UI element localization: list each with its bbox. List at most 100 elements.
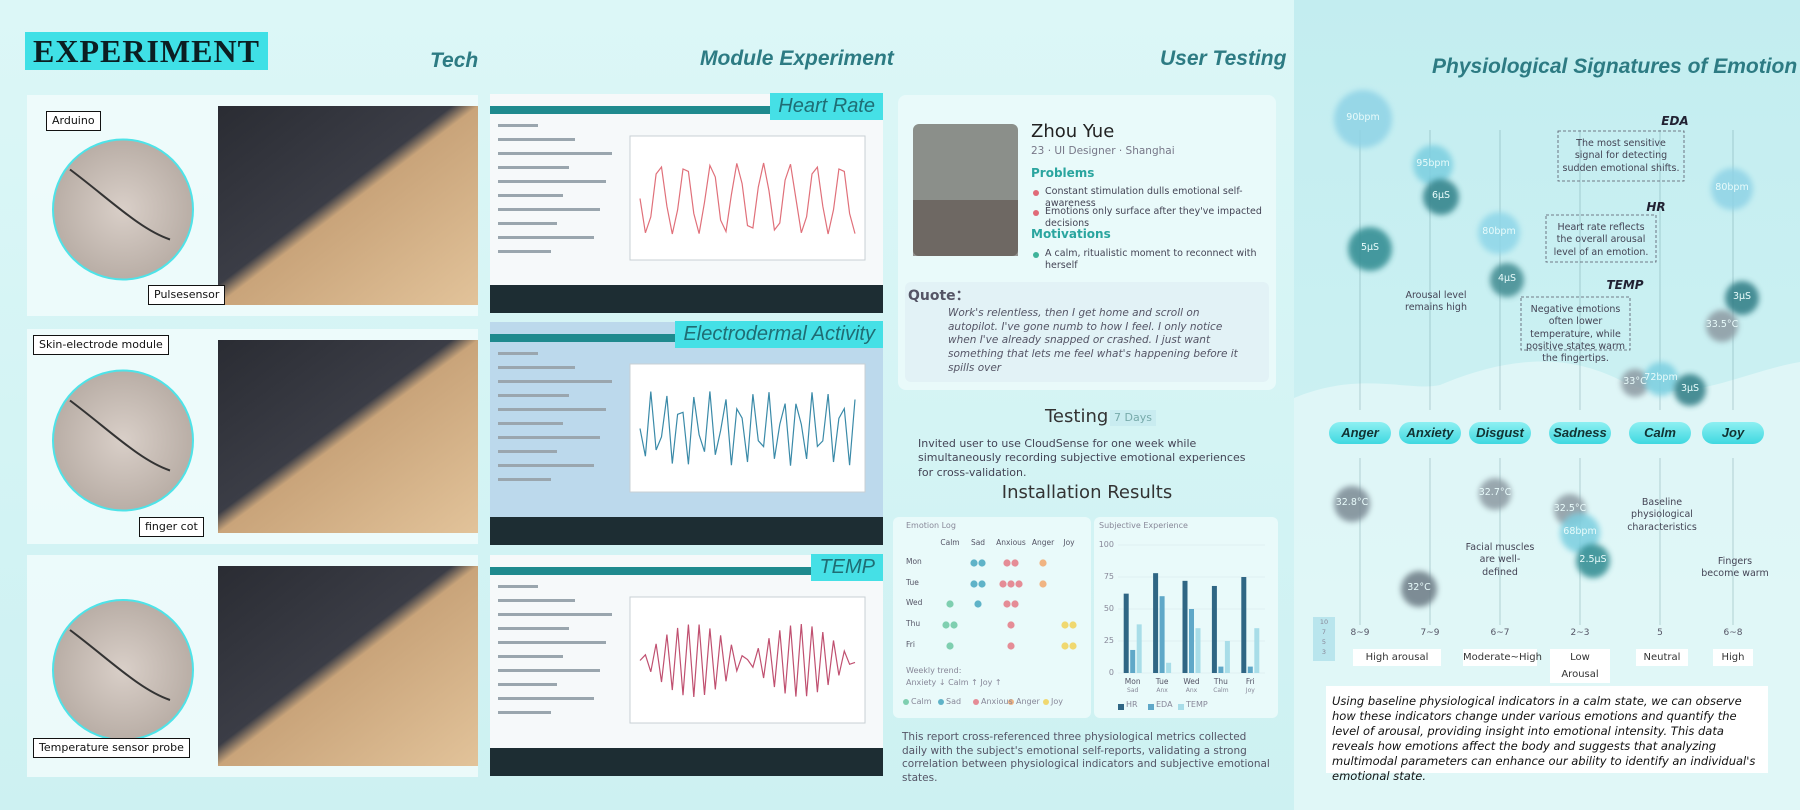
bubble-label: 3μS (1680, 383, 1700, 394)
chart-title: Subjective Experience (1099, 521, 1188, 530)
quote-title: Quote： (908, 288, 970, 304)
bar (1195, 628, 1201, 673)
code-line (498, 250, 551, 253)
bubble (1348, 227, 1392, 271)
log-column: Anxious (996, 538, 1026, 547)
screen-trace (639, 624, 856, 697)
log-dot (1011, 559, 1019, 567)
x-tick-label: Thu (1213, 677, 1228, 686)
log-row: Fri (906, 640, 915, 649)
bar (1130, 649, 1136, 673)
log-column: Anger (1031, 538, 1055, 547)
bubble-label: 32.7°C (1478, 487, 1512, 498)
screen-toolbar (490, 567, 883, 575)
annotation-title: EDA (1661, 114, 1689, 128)
code-line (498, 236, 594, 239)
sensor-label: finger cot (139, 517, 204, 537)
x-tick-label: Wed (1183, 677, 1200, 686)
note: Facial muscles are well-defined (1465, 542, 1535, 578)
x-tick-label: Mon (1124, 677, 1141, 686)
scale-label: 10 (1319, 618, 1329, 626)
sensor-photo (52, 599, 194, 741)
bubble-label: 32.5°C (1553, 503, 1587, 514)
motivation: A calm, ritualistic moment to reconnect … (1045, 248, 1257, 272)
bubble (1560, 513, 1600, 553)
arousal-level: Moderate~High (1463, 649, 1542, 666)
log-dot (946, 642, 954, 650)
log-row: Tue (906, 578, 919, 587)
code-line (498, 422, 563, 425)
annotation-text: Negative emotions often lower temperatur… (1526, 304, 1625, 365)
motivations-title: Motivations (1031, 227, 1111, 241)
quote-box (905, 282, 1269, 382)
emotion-tag: Calm (1629, 422, 1691, 444)
note: Baseline physiological characteristics (1627, 497, 1697, 533)
legend-swatch (1148, 704, 1154, 710)
code-line (498, 394, 569, 397)
bubble-label: 80bpm (1715, 182, 1749, 193)
log-dot (942, 621, 950, 629)
log-dot (999, 580, 1007, 588)
y-tick-label: 25 (1103, 636, 1114, 645)
y-tick-label: 100 (1098, 540, 1114, 549)
log-dot (1003, 559, 1011, 567)
bubble-label: 33.5°C (1705, 319, 1739, 330)
bar (1159, 596, 1165, 673)
screen-trace (639, 162, 856, 235)
arousal-range: 5 (1657, 628, 1663, 638)
bar (1189, 609, 1194, 673)
log-dot (1069, 621, 1077, 629)
bubble-label: 4μS (1497, 273, 1517, 284)
results-title: Installation Results (1001, 482, 1173, 503)
legend-label: Anger (1016, 697, 1040, 706)
bar (1123, 593, 1129, 673)
log-dot (978, 559, 986, 567)
annotation-text: Heart rate reflects the overall arousal … (1553, 222, 1649, 258)
code-line (498, 352, 538, 355)
bubble-label: 32°C (1407, 582, 1431, 593)
code-line (498, 464, 594, 467)
arousal-level: Neutral (1636, 649, 1688, 666)
x-sub-label: Joy (1245, 687, 1255, 694)
bubble-label: 32.8°C (1335, 497, 1369, 508)
annotation-box (1557, 130, 1685, 182)
testing-title: Testing (1045, 406, 1109, 427)
log-dot (1069, 642, 1077, 650)
log-column: Sad (970, 538, 986, 547)
note: Fingers become warm (1701, 556, 1769, 580)
bubble (1644, 362, 1678, 396)
log-dot (946, 600, 954, 608)
code-line (498, 208, 600, 211)
bubble-label: 72bpm (1644, 372, 1678, 383)
code-line (498, 585, 538, 588)
scale-label: 3 (1321, 648, 1327, 656)
bubble (1711, 168, 1753, 210)
code-line (498, 478, 551, 481)
legend-label: Sad (946, 697, 962, 706)
code-line (498, 683, 557, 686)
log-dot (1015, 580, 1023, 588)
screen-footer (490, 517, 883, 545)
x-sub-label: Anx (1156, 687, 1168, 694)
log-dot (970, 580, 978, 588)
user-info: 23 · UI Designer · Shanghai (1031, 145, 1175, 157)
arousal-level: High (1713, 649, 1753, 666)
arousal-range: 7~9 (1420, 628, 1440, 638)
legend-dot (973, 699, 979, 705)
legend-swatch (1178, 704, 1184, 710)
code-line (498, 222, 557, 225)
duration: 7 Days (1110, 410, 1156, 427)
setup-photo (218, 566, 478, 766)
bar (1182, 580, 1188, 673)
log-dot (1003, 600, 1011, 608)
module-label: Electrodermal Activity (675, 321, 883, 348)
photo-ground (913, 200, 1018, 256)
bar (1218, 666, 1224, 673)
code-line (498, 180, 606, 183)
bar (1136, 624, 1142, 673)
quote: Work's relentless, then I get home and s… (948, 307, 1238, 374)
bubble (1706, 310, 1738, 342)
legend-dot (938, 699, 944, 705)
bubble-label: 6μS (1431, 190, 1451, 201)
